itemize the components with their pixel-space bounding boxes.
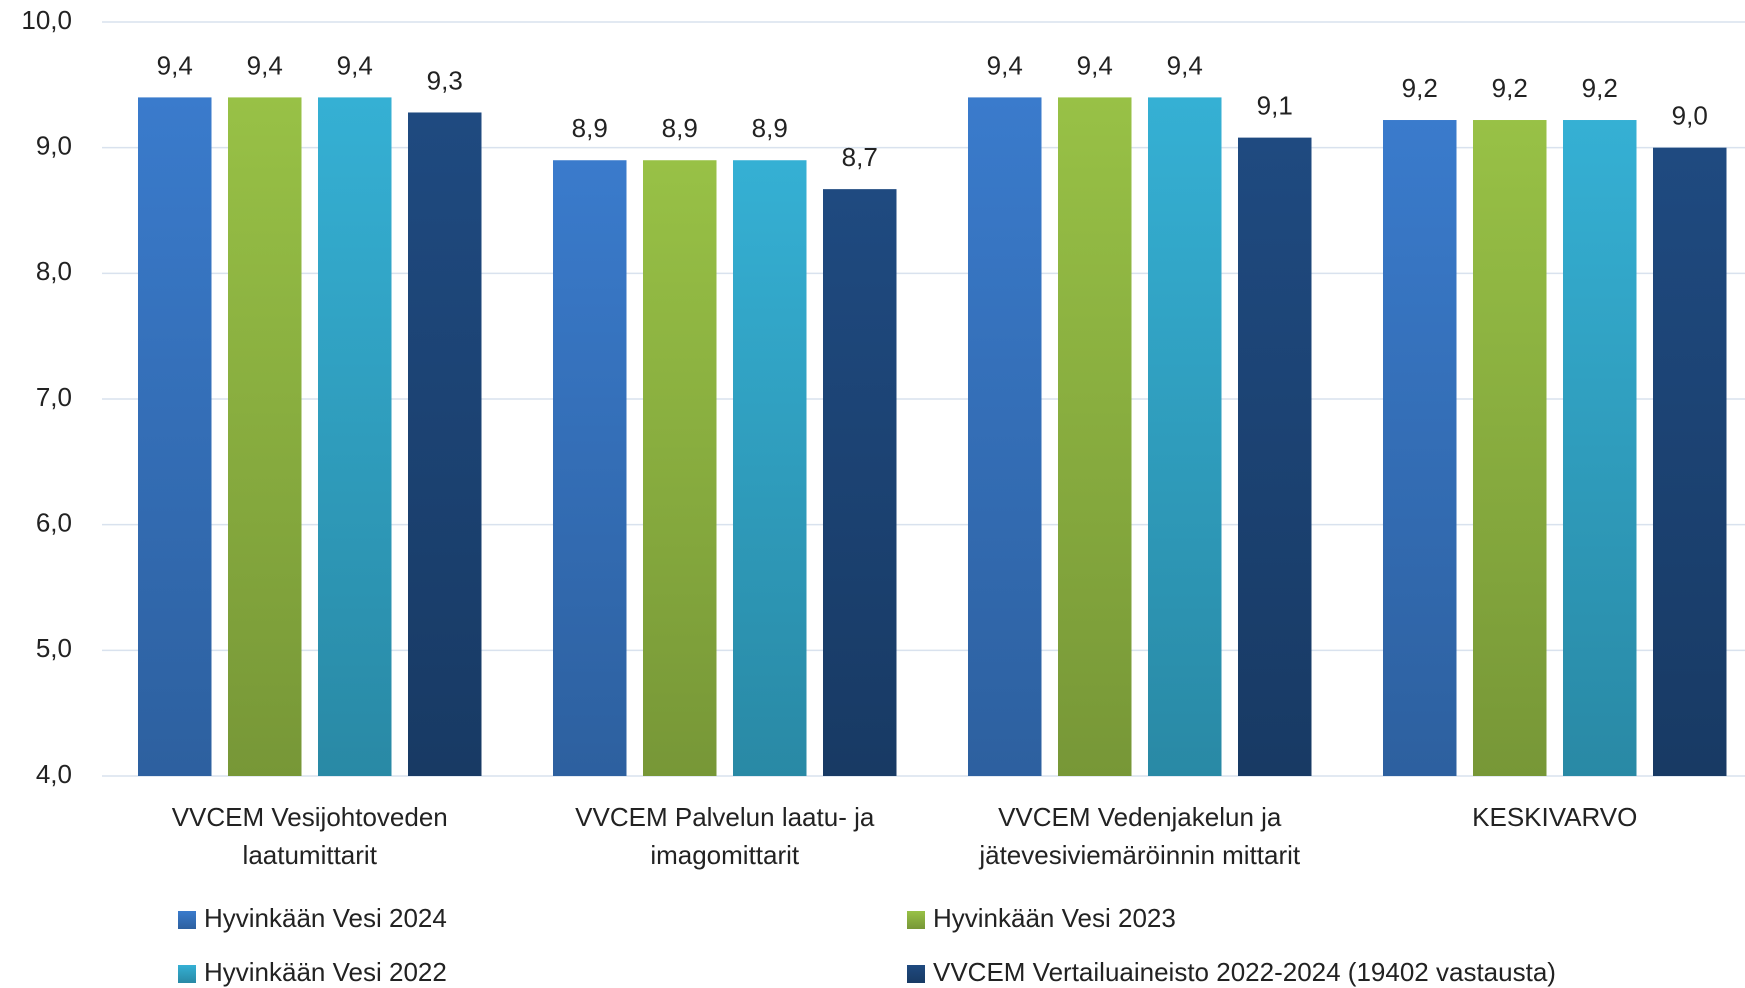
y-tick-label: 5,0 xyxy=(36,633,72,663)
bar xyxy=(643,160,717,776)
x-tick-label: KESKIVARVO xyxy=(1472,802,1638,832)
bar xyxy=(823,189,897,777)
data-label: 9,4 xyxy=(1167,50,1203,80)
x-tick-label: VVCEM Vesijohtoveden laatumittarit xyxy=(171,802,448,870)
bar xyxy=(318,97,392,776)
bar xyxy=(1058,97,1132,776)
data-label: 9,4 xyxy=(157,50,193,80)
data-label: 8,9 xyxy=(752,113,788,143)
data-label: 9,4 xyxy=(987,50,1023,80)
bar xyxy=(228,97,302,776)
y-tick-label: 9,0 xyxy=(36,131,72,161)
data-label: 8,9 xyxy=(662,113,698,143)
x-tick-label: VVCEM Palvelun laatu- ja imagomittarit xyxy=(575,802,875,870)
legend-label: VVCEM Vertailuaineisto 2022-2024 (19402 … xyxy=(933,957,1556,987)
y-tick-label: 4,0 xyxy=(36,759,72,789)
data-label: 9,4 xyxy=(1077,50,1113,80)
data-label: 9,3 xyxy=(427,65,463,95)
bar xyxy=(408,112,482,777)
data-label: 9,2 xyxy=(1492,73,1528,103)
legend-label: Hyvinkään Vesi 2022 xyxy=(204,957,447,987)
bar xyxy=(553,160,627,776)
bar xyxy=(1653,147,1727,776)
bar xyxy=(733,160,807,776)
bar xyxy=(1563,120,1637,776)
legend-swatch xyxy=(178,965,196,983)
legend-label: Hyvinkään Vesi 2024 xyxy=(204,903,447,933)
data-label: 9,1 xyxy=(1257,90,1293,120)
data-label: 9,4 xyxy=(247,50,283,80)
legend-label: Hyvinkään Vesi 2023 xyxy=(933,903,1176,933)
bar xyxy=(968,97,1042,776)
y-tick-label: 7,0 xyxy=(36,382,72,412)
data-label: 8,9 xyxy=(572,113,608,143)
legend-swatch xyxy=(907,911,925,929)
bar xyxy=(1383,120,1457,776)
data-label: 8,7 xyxy=(842,142,878,172)
data-label: 9,2 xyxy=(1402,73,1438,103)
y-tick-label: 6,0 xyxy=(36,508,72,538)
bar xyxy=(1148,97,1222,776)
bar xyxy=(1473,120,1547,776)
data-label: 9,0 xyxy=(1672,101,1708,131)
bar xyxy=(1238,137,1312,776)
legend-swatch xyxy=(178,911,196,929)
y-tick-label: 10,0 xyxy=(21,5,72,35)
x-tick-label: VVCEM Vedenjakelun ja jätevesiviemäröinn… xyxy=(979,802,1301,870)
data-label: 9,4 xyxy=(337,50,373,80)
y-tick-label: 8,0 xyxy=(36,256,72,286)
bar xyxy=(138,97,212,776)
legend-swatch xyxy=(907,965,925,983)
data-label: 9,2 xyxy=(1582,73,1618,103)
